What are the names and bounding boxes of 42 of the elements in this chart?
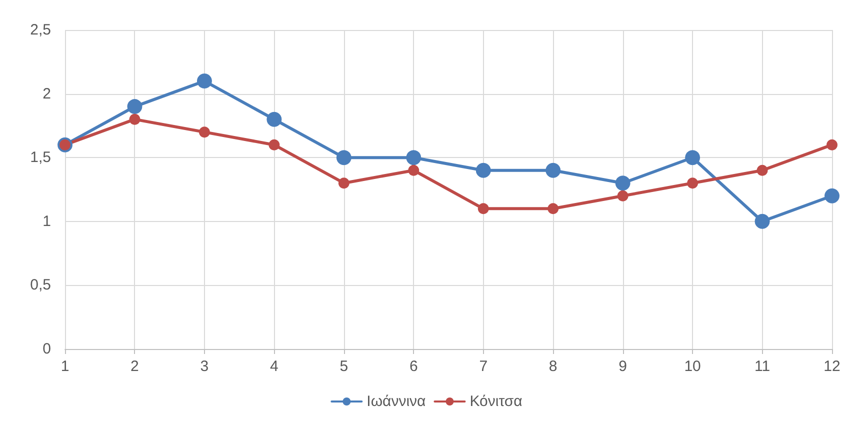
point xyxy=(196,74,212,89)
point xyxy=(754,214,770,229)
y-tick-label: 1,5 xyxy=(30,149,51,166)
point xyxy=(756,164,768,176)
point xyxy=(408,164,420,176)
x-tick-label: 11 xyxy=(754,358,770,375)
point xyxy=(546,162,561,178)
point xyxy=(687,178,698,189)
x-tick-label: 5 xyxy=(340,358,348,375)
point xyxy=(826,139,838,150)
x-tick-label: 3 xyxy=(200,358,209,375)
point xyxy=(127,99,142,114)
point xyxy=(129,114,140,125)
y-tick-label: 2 xyxy=(42,85,51,102)
x-tick-label: 12 xyxy=(824,358,840,375)
point xyxy=(338,178,350,189)
y-tick-label: 0,5 xyxy=(30,276,51,294)
point xyxy=(268,139,280,150)
point xyxy=(266,112,282,127)
x-tick-label: 10 xyxy=(684,358,701,375)
y-tick-label: 2,5 xyxy=(30,22,51,38)
x-tick-label: 2 xyxy=(130,358,139,375)
point xyxy=(548,203,559,214)
x-tick-label: 4 xyxy=(270,358,278,375)
point xyxy=(685,150,700,166)
point xyxy=(406,150,422,166)
legend-label: Κόνιτσα xyxy=(470,393,523,410)
x-tick-label: 7 xyxy=(479,358,488,375)
point xyxy=(824,188,840,204)
point xyxy=(336,150,352,166)
x-tick-label: 1 xyxy=(60,358,70,375)
x-tick-label: 8 xyxy=(548,358,558,375)
y-tick-label: 1 xyxy=(42,212,51,230)
x-tick-label: 9 xyxy=(618,358,627,375)
y-tick-label: 0 xyxy=(42,340,51,358)
point xyxy=(198,126,210,138)
x-tick-label: 6 xyxy=(409,358,418,375)
point xyxy=(617,190,628,202)
legend-label: Ιωάννινα xyxy=(366,393,426,410)
point xyxy=(478,203,489,214)
point xyxy=(476,162,491,178)
point xyxy=(615,176,630,191)
